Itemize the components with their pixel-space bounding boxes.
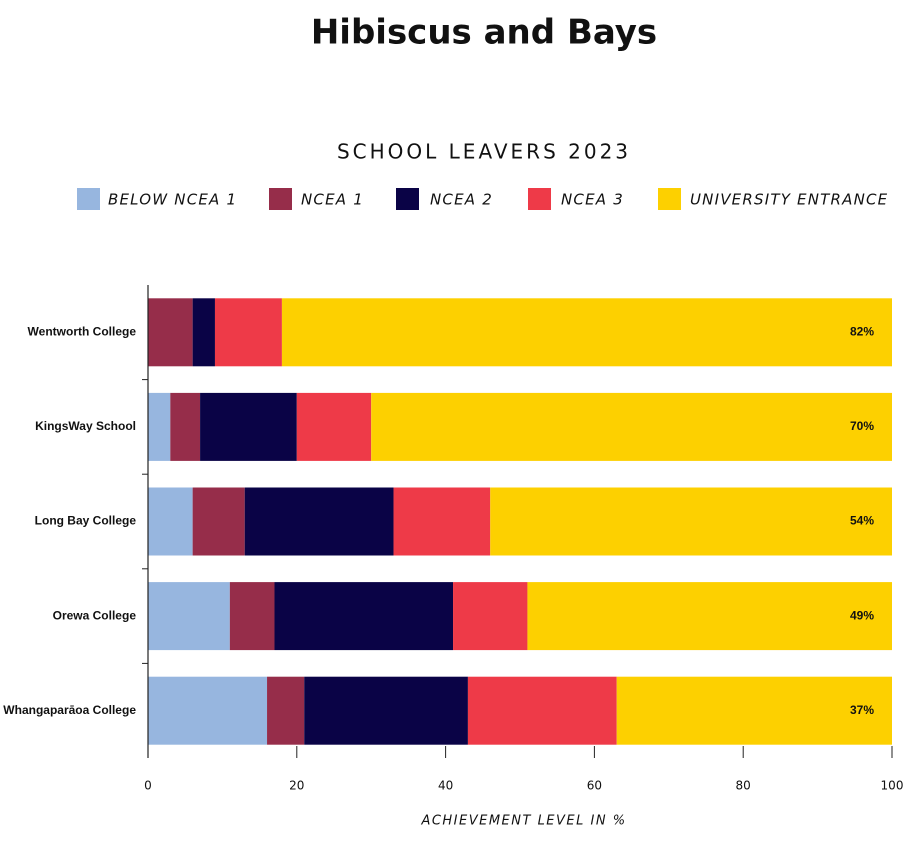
bar-segment — [393, 487, 491, 556]
bar-segment — [214, 298, 282, 367]
legend-label: UNIVERSITY ENTRANCE — [690, 191, 888, 209]
bar-segment — [467, 676, 617, 745]
x-tick-label: 100 — [881, 779, 904, 793]
bar-segment — [490, 487, 892, 556]
bar-segment — [616, 676, 892, 745]
bar-segment — [148, 392, 171, 461]
x-tick-label: 80 — [736, 779, 751, 793]
chart-subtitle: SCHOOL LEAVERS 2023 — [337, 140, 631, 164]
bar-segment — [148, 487, 193, 556]
y-tick-label: Orewa College — [53, 608, 137, 622]
bar-segment — [296, 392, 372, 461]
bar-segment — [192, 298, 215, 367]
bar-segment — [244, 487, 394, 556]
legend-swatch — [528, 188, 551, 210]
x-axis-label: ACHIEVEMENT LEVEL IN % — [420, 814, 626, 829]
x-tick-label: 60 — [587, 779, 602, 793]
bar-segment — [148, 298, 193, 367]
bar-segment — [527, 582, 892, 651]
bar-segment — [453, 582, 528, 651]
bar-segment — [267, 676, 305, 745]
bar-segment — [148, 676, 268, 745]
x-tick-label: 40 — [438, 779, 453, 793]
x-tick-label: 0 — [144, 779, 152, 793]
value-label: 70% — [850, 419, 874, 433]
value-label: 49% — [850, 608, 874, 622]
legend-swatch — [77, 188, 100, 210]
value-label: 82% — [850, 324, 874, 338]
legend-label: BELOW NCEA 1 — [108, 191, 237, 209]
y-tick-label: Wentworth College — [28, 324, 137, 338]
bar-segment — [304, 676, 468, 745]
y-tick-label: KingsWay School — [35, 419, 136, 433]
bar-segment — [371, 392, 892, 461]
value-label: 54% — [850, 514, 874, 528]
chart-title: Hibiscus and Bays — [311, 13, 657, 53]
legend-label: NCEA 1 — [301, 191, 364, 209]
bar-segment — [281, 298, 892, 367]
legend-swatch — [396, 188, 419, 210]
bar-segment — [192, 487, 245, 556]
bar-segment — [148, 582, 230, 651]
bar-segment — [170, 392, 201, 461]
bar-segment — [229, 582, 275, 651]
bar-segment — [200, 392, 297, 461]
bar-segment — [274, 582, 454, 651]
legend-label: NCEA 3 — [561, 191, 624, 209]
legend-swatch — [269, 188, 292, 210]
x-tick-label: 20 — [289, 779, 304, 793]
value-label: 37% — [850, 703, 874, 717]
legend-swatch — [658, 188, 681, 210]
legend-label: NCEA 2 — [430, 191, 493, 209]
y-tick-label: Long Bay College — [35, 514, 137, 528]
y-tick-label: Whangaparāoa College — [3, 703, 136, 717]
